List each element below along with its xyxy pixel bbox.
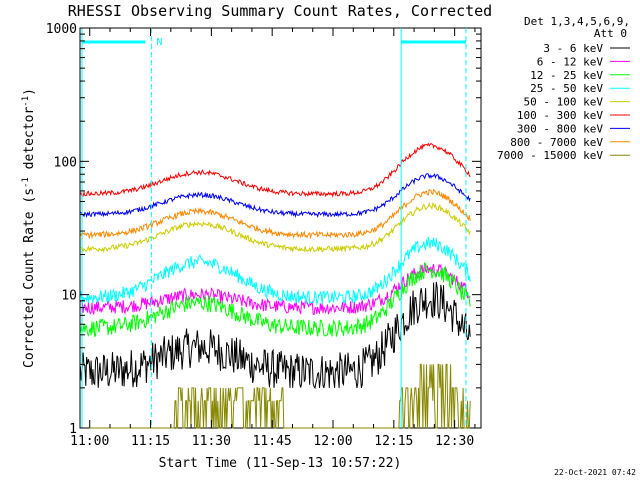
legend-entry-6: 300 - 800 keV [517, 122, 603, 135]
timestamp: 22-Oct-2021 07:42 [554, 468, 636, 477]
x-axis: 11:00 11:15 11:30 11:45 12:00 12:15 12:30 [70, 28, 476, 449]
legend-entry-2: 12 - 25 keV [530, 69, 603, 82]
series-line-3 [79, 236, 471, 306]
legend-entry-4: 50 - 100 keV [524, 96, 604, 109]
x-tick-label-2: 11:30 [192, 434, 231, 449]
legend-entry-8: 7000 - 15000 keV [497, 149, 603, 162]
night-marker-label: N [156, 37, 162, 48]
legend-entry-1: 6 - 12 keV [537, 55, 604, 68]
series-line-8 [80, 363, 471, 429]
y-tick-label-2: 100 [54, 155, 77, 170]
x-tick-label-6: 12:30 [435, 434, 474, 449]
series-line-6 [80, 173, 471, 219]
legend-entry-7: 800 - 7000 keV [510, 136, 603, 149]
x-tick-label-4: 12:00 [313, 434, 352, 449]
series-line-4 [79, 201, 471, 253]
x-tick-label-3: 11:45 [253, 434, 292, 449]
series-line-5 [79, 142, 471, 198]
y-axis-label-sup2: -1 [21, 96, 31, 107]
y-axis-label-sup1: -1 [21, 177, 31, 188]
chart-title: RHESSI Observing Summary Count Rates, Co… [68, 2, 492, 20]
x-tick-label-1: 11:15 [131, 434, 170, 449]
series-line-1 [80, 262, 471, 316]
y-axis-label-main: Corrected Count Rate (s [22, 188, 37, 368]
y-tick-label-1: 10 [61, 289, 77, 304]
legend-entry-0: 3 - 6 keV [543, 42, 603, 55]
series-line-7 [79, 188, 471, 240]
x-tick-label-0: 11:00 [70, 434, 109, 449]
x-tick-label-5: 12:15 [374, 434, 413, 449]
plot-frame [79, 27, 482, 429]
y-axis-label-end: ) [22, 88, 37, 96]
y-axis: 1 10 100 1000 [46, 22, 481, 437]
legend-header-line1: Det 1,3,4,5,6,9, [524, 15, 630, 28]
legend-header-line2: Att 0 [594, 27, 627, 40]
legend-entry-5: 100 - 300 keV [517, 109, 603, 122]
y-axis-label-mid: detector [22, 107, 37, 178]
series-line-2 [79, 261, 471, 338]
y-tick-label-3: 1000 [46, 22, 77, 37]
legend-entry-3: 25 - 50 keV [530, 82, 603, 95]
series-line-0 [79, 281, 471, 390]
y-axis-label: Corrected Count Rate (s-1 detector-1) [21, 88, 37, 368]
y-tick-label-0: 1 [69, 422, 77, 437]
x-axis-label: Start Time (11-Sep-13 10:57:22) [159, 456, 402, 471]
plot-area: N [79, 27, 482, 429]
